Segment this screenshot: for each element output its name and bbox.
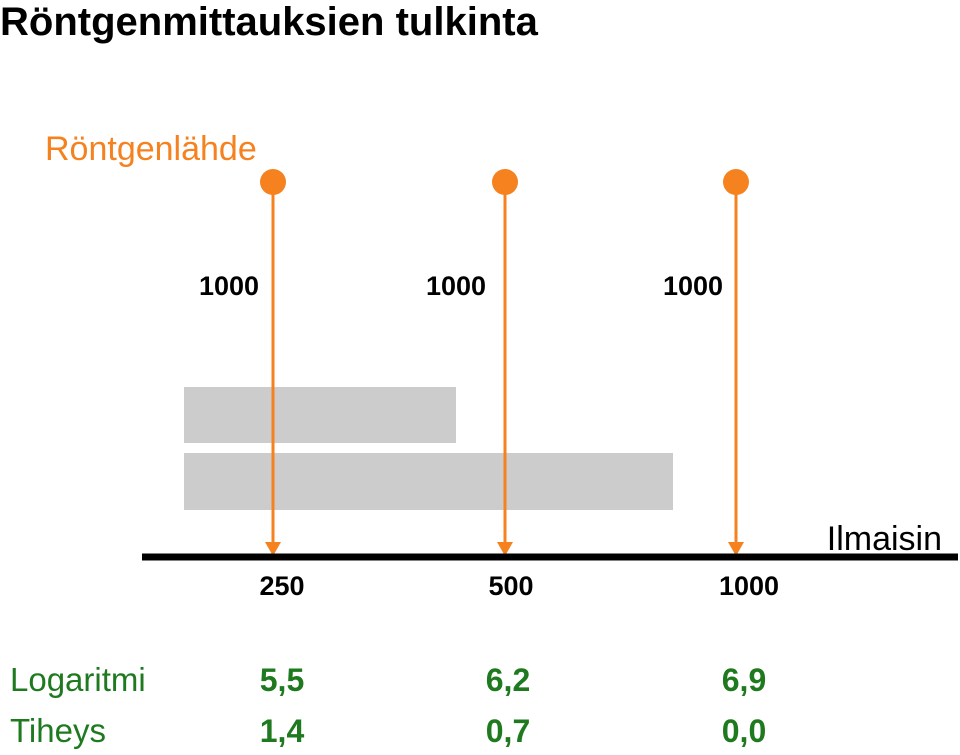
logarithm: 5,5	[260, 662, 304, 698]
detected: 1000	[719, 571, 779, 601]
density: 1,4	[260, 713, 305, 749]
detected: 500	[488, 571, 533, 601]
source	[260, 169, 286, 195]
source-label: Röntgenlähde	[45, 130, 257, 168]
absorber-thin	[184, 387, 456, 443]
detected: 250	[259, 571, 304, 601]
arrowhead	[265, 542, 281, 556]
density: 0,7	[486, 713, 530, 749]
emitted: 1000	[426, 271, 486, 301]
emitted: 1000	[199, 271, 259, 301]
arrowhead	[497, 542, 513, 556]
beams	[271, 182, 738, 545]
density: 0,0	[722, 713, 766, 749]
row-label: Logaritmi	[10, 661, 146, 698]
row-label: Tiheys	[10, 712, 106, 749]
logarithm: 6,2	[486, 662, 530, 698]
arrowhead	[728, 542, 744, 556]
source	[723, 169, 749, 195]
sources	[260, 169, 749, 556]
source	[492, 169, 518, 195]
title: Röntgenmittauksien tulkinta	[0, 0, 539, 44]
emitted: 1000	[663, 271, 723, 301]
detector-label: Ilmaisin	[827, 520, 942, 558]
logarithm: 6,9	[722, 662, 766, 698]
absorber-thick	[184, 453, 673, 510]
